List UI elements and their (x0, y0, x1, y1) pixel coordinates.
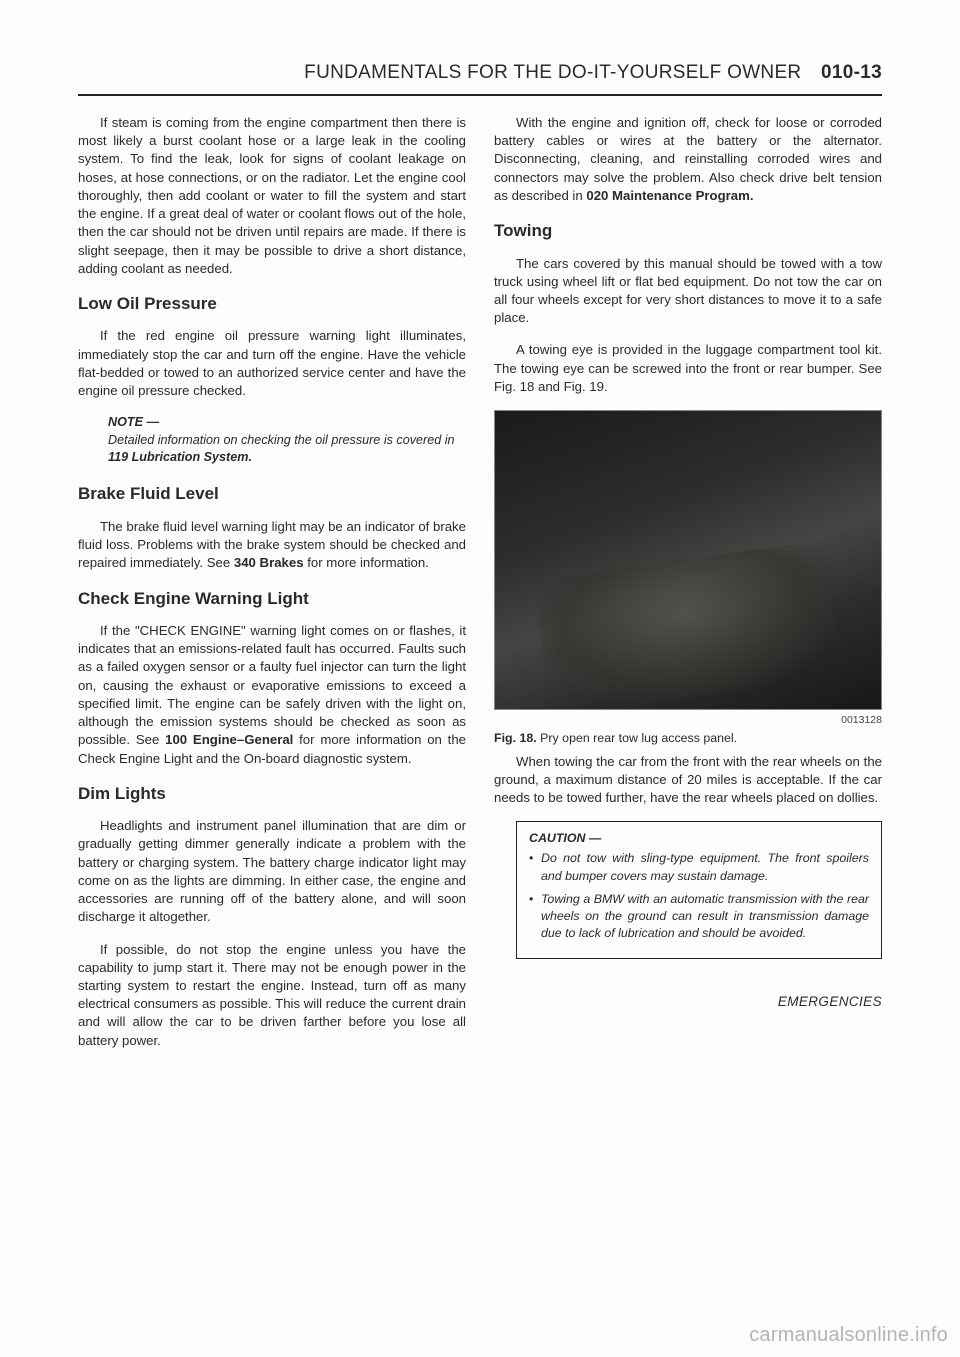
figure-18: 0013128 Fig. 18. Pry open rear tow lug a… (494, 410, 882, 747)
note-body: Detailed information on checking the oil… (108, 432, 466, 467)
heading-towing: Towing (494, 219, 882, 242)
page: FUNDAMENTALS FOR THE DO-IT-YOURSELF OWNE… (0, 0, 960, 1104)
para-check-engine: If the "CHECK ENGINE" warning light come… (78, 622, 466, 768)
columns: If steam is coming from the engine compa… (78, 114, 882, 1064)
para-steam: If steam is coming from the engine compa… (78, 114, 466, 278)
heading-check-engine: Check Engine Warning Light (78, 587, 466, 610)
figure-caption: Fig. 18. Pry open rear tow lug access pa… (494, 730, 882, 747)
heading-low-oil-pressure: Low Oil Pressure (78, 292, 466, 315)
caution-list: Do not tow with sling-type equipment. Th… (529, 850, 869, 942)
header-rule (78, 94, 882, 96)
caution-box: CAUTION — Do not tow with sling-type equ… (516, 821, 882, 959)
para-tow-2: A towing eye is provided in the luggage … (494, 341, 882, 396)
right-column: With the engine and ignition off, check … (494, 114, 882, 1064)
para-battery: With the engine and ignition off, check … (494, 114, 882, 205)
caution-label: CAUTION — (529, 830, 869, 847)
para-tow-1: The cars covered by this manual should b… (494, 255, 882, 328)
figure-id: 0013128 (494, 713, 882, 727)
heading-dim-lights: Dim Lights (78, 782, 466, 805)
para-after-figure: When towing the car from the front with … (494, 753, 882, 808)
caution-item: Towing a BMW with an automatic transmiss… (529, 891, 869, 942)
para-brake: The brake fluid level warning light may … (78, 518, 466, 573)
para-dim-1: Headlights and instrument panel illumina… (78, 817, 466, 926)
watermark: carmanualsonline.info (749, 1324, 948, 1347)
left-column: If steam is coming from the engine compa… (78, 114, 466, 1064)
note-label: NOTE — (108, 414, 466, 431)
heading-brake-fluid: Brake Fluid Level (78, 482, 466, 505)
page-header: FUNDAMENTALS FOR THE DO-IT-YOURSELF OWNE… (78, 62, 882, 88)
note-block: NOTE — Detailed information on checking … (108, 414, 466, 466)
caution-item: Do not tow with sling-type equipment. Th… (529, 850, 869, 884)
header-title: FUNDAMENTALS FOR THE DO-IT-YOURSELF OWNE… (304, 62, 807, 83)
figure-image (494, 410, 882, 710)
para-dim-2: If possible, do not stop the engine unle… (78, 941, 466, 1050)
para-low-oil: If the red engine oil pressure warning l… (78, 327, 466, 400)
section-footer: EMERGENCIES (494, 993, 882, 1012)
page-number: 010-13 (821, 62, 882, 83)
